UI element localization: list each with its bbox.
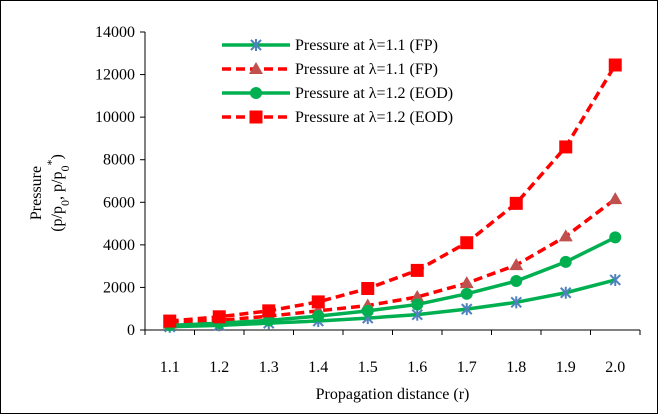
y-tick-label: 10000: [95, 109, 135, 126]
x-axis-title: Propagation distance (r): [316, 386, 470, 403]
data-point: [559, 255, 572, 268]
x-tick-label: 1.9: [556, 359, 576, 376]
x-tick-label: 1.5: [358, 359, 378, 376]
data-point: [311, 295, 325, 309]
y-axis-ticks: 0 2000 4000 6000 8000 10000 12000 14000: [95, 24, 145, 339]
y-tick-label: 2000: [103, 279, 135, 296]
data-point: [509, 196, 523, 210]
y-tick-label: 4000: [103, 237, 135, 254]
x-axis-ticks: 1.1 1.2 1.3 1.4 1.5 1.6 1.7 1.8 1.9 2.0: [144, 330, 641, 376]
legend-swatch-marker: [250, 39, 262, 51]
data-point: [609, 231, 622, 244]
data-point: [411, 308, 423, 321]
y-axis-title-units: (p/p0, p/p0*): [44, 154, 72, 232]
data-point: [459, 276, 474, 289]
data-point: [510, 275, 523, 288]
legend-item: Pressure at λ=1.1 (FP): [222, 37, 438, 54]
x-tick-label: 1.7: [457, 359, 477, 376]
legend-label: Pressure at λ=1.1 (FP): [295, 37, 438, 54]
data-point: [608, 192, 623, 205]
data-point: [461, 303, 473, 316]
data-point: [410, 290, 425, 303]
legend-label: Pressure at λ=1.2 (EOD): [295, 109, 453, 126]
x-tick-label: 1.6: [407, 359, 427, 376]
data-point: [361, 304, 374, 317]
legend-swatch-marker: [249, 62, 263, 74]
y-axis-title: Pressure: [28, 166, 45, 220]
data-point: [559, 140, 573, 154]
data-point: [163, 314, 177, 328]
data-point: [510, 296, 522, 309]
data-point: [509, 258, 524, 271]
data-point: [560, 286, 572, 299]
legend-item: Pressure at λ=1.2 (EOD): [222, 109, 453, 126]
y-tick-label: 0: [127, 322, 135, 339]
data-point: [262, 304, 276, 318]
y-tick-label: 8000: [103, 152, 135, 169]
data-point: [558, 229, 573, 242]
x-tick-label: 1.4: [308, 359, 328, 376]
y-tick-label: 6000: [103, 194, 135, 211]
data-point: [411, 298, 424, 311]
legend-swatch-marker: [249, 110, 263, 124]
data-point: [460, 287, 473, 300]
series-line: [169, 278, 616, 329]
data-point: [460, 236, 474, 250]
data-point: [262, 314, 275, 327]
series-4: [163, 58, 622, 328]
legend-label: Pressure at λ=1.2 (EOD): [295, 85, 453, 102]
x-tick-label: 1.1: [160, 359, 180, 376]
data-point: [212, 310, 226, 324]
legend-item: Pressure at λ=1.2 (EOD): [222, 85, 453, 102]
data-point: [410, 263, 424, 277]
legend: Pressure at λ=1.1 (FP) Pressure at λ=1.1 …: [222, 37, 453, 126]
x-tick-label: 1.2: [209, 359, 229, 376]
data-point: [361, 281, 375, 295]
data-point: [609, 273, 621, 286]
x-tick-label: 1.3: [259, 359, 279, 376]
y-tick-label: 12000: [95, 67, 135, 84]
y-tick-label: 14000: [95, 24, 135, 41]
series-line: [169, 235, 617, 328]
legend-item: Pressure at λ=1.1 (FP): [222, 61, 438, 78]
data-point: [312, 310, 325, 323]
data-point: [608, 58, 622, 72]
series-line: [169, 197, 617, 326]
series-layer: [162, 58, 623, 333]
x-tick-label: 1.8: [506, 359, 526, 376]
x-tick-label: 2.0: [605, 359, 625, 376]
legend-label: Pressure at λ=1.1 (FP): [295, 61, 438, 78]
series-line: [169, 64, 617, 323]
legend-swatch-marker: [250, 87, 262, 99]
